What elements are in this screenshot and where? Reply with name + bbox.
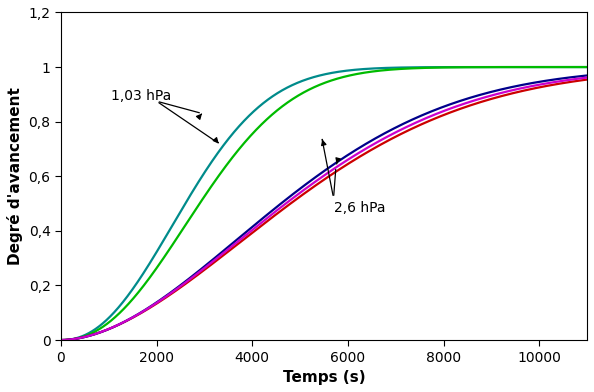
X-axis label: Temps (s): Temps (s)	[283, 370, 365, 385]
Text: 1,03 hPa: 1,03 hPa	[111, 89, 172, 103]
Y-axis label: Degré d'avancement: Degré d'avancement	[7, 87, 23, 265]
Text: 2,6 hPa: 2,6 hPa	[334, 201, 385, 215]
